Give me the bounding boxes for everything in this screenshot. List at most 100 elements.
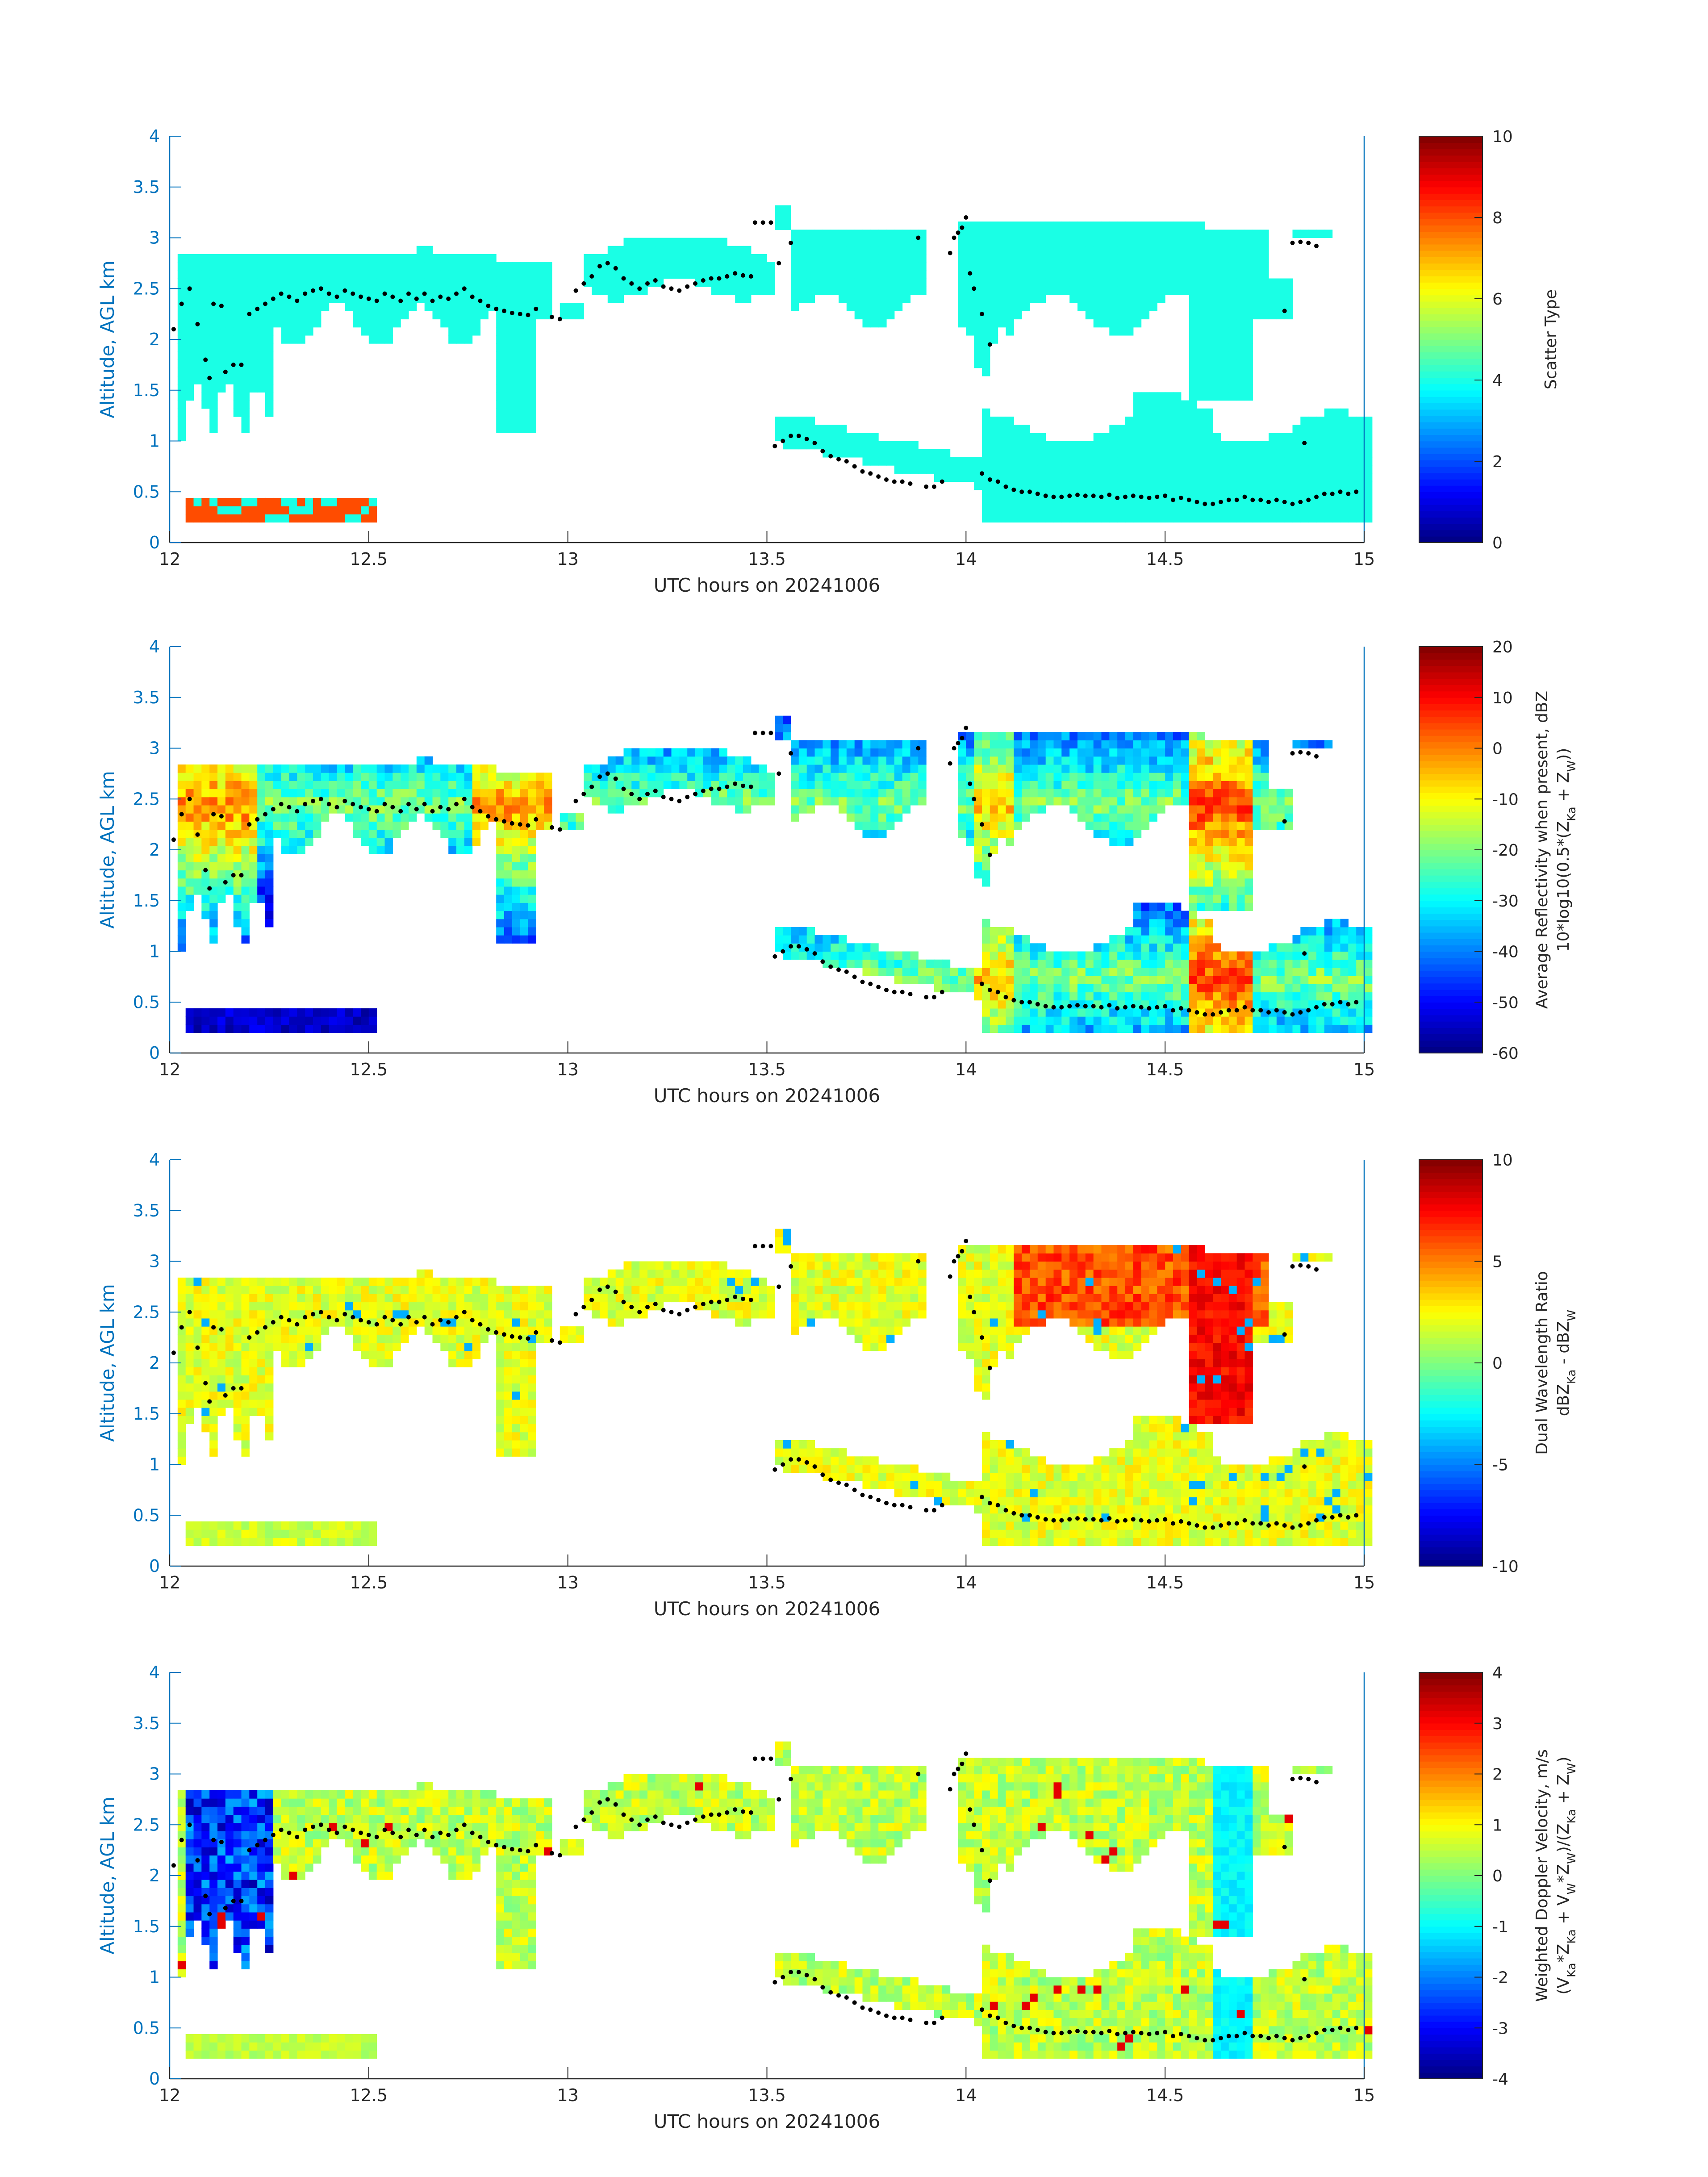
heatmap-cell (1356, 1008, 1365, 1017)
heatmap-cell (1077, 473, 1086, 482)
heatmap-cell (1181, 221, 1190, 230)
heatmap-cell (1284, 797, 1293, 806)
heatmap-cell (1165, 449, 1173, 458)
heatmap-cell (1197, 238, 1205, 247)
heatmap-cell (894, 254, 903, 263)
heatmap-cell (695, 238, 704, 247)
heatmap-cell (241, 845, 250, 854)
heatmap-cell (241, 303, 250, 311)
heatmap-cell (217, 837, 226, 846)
heatmap-cell (1141, 781, 1150, 790)
heatmap-cell (177, 433, 186, 442)
heatmap-cell (1269, 433, 1277, 442)
heatmap-cell (1101, 506, 1110, 514)
heatmap-cell (249, 254, 258, 263)
heatmap-cell (584, 789, 592, 798)
heatmap-cell (225, 303, 234, 311)
heatmap-cell (1157, 992, 1165, 1001)
heatmap-cell (1022, 789, 1030, 798)
heatmap-cell (1197, 829, 1205, 838)
heatmap-cell (1292, 984, 1301, 993)
heatmap-cell (1221, 748, 1229, 757)
heatmap-cell (1109, 943, 1118, 952)
heatmap-cell (1205, 376, 1213, 384)
heatmap-cell (1228, 748, 1237, 757)
cloud-base-point (318, 286, 323, 291)
heatmap-cell (1205, 862, 1213, 871)
heatmap-cell (209, 1024, 218, 1033)
heatmap-cell (1228, 481, 1237, 490)
heatmap-cell (846, 805, 855, 814)
y-tick-label: 4 (149, 126, 160, 146)
heatmap-cell (209, 400, 218, 409)
heatmap-cell (1157, 764, 1165, 773)
heatmap-cell (1213, 489, 1221, 498)
heatmap-cell (655, 764, 664, 773)
heatmap-cell (217, 886, 226, 895)
heatmap-cell (1061, 286, 1070, 295)
heatmap-cell (1165, 221, 1173, 230)
heatmap-cell (998, 1016, 1006, 1025)
heatmap-cell (1221, 481, 1229, 490)
heatmap-cell (1189, 967, 1198, 976)
heatmap-cell (1236, 903, 1245, 911)
heatmap-cell (695, 756, 704, 765)
heatmap-cell (1269, 449, 1277, 458)
heatmap-cell (695, 246, 704, 255)
heatmap-cell (862, 959, 871, 968)
heatmap-cell (1205, 903, 1213, 911)
cloud-base-point (972, 286, 977, 291)
heatmap-cell (1236, 870, 1245, 879)
cloud-base-point (868, 982, 873, 986)
heatmap-cell (1030, 976, 1038, 984)
heatmap-cell (1236, 230, 1245, 238)
heatmap-cell (1213, 870, 1221, 879)
cloud-base-point (589, 274, 594, 279)
heatmap-cell (1125, 441, 1134, 450)
heatmap-cell (1045, 732, 1054, 740)
heatmap-cell (1236, 951, 1245, 960)
heatmap-cell (1037, 732, 1046, 740)
y-tick-label: 3.5 (133, 177, 160, 197)
heatmap-cell (217, 384, 226, 393)
heatmap-cell (1030, 481, 1038, 490)
heatmap-cell (966, 238, 974, 247)
heatmap-cell (1133, 465, 1142, 474)
heatmap-cell (1284, 481, 1293, 490)
cloud-base-point (1147, 1006, 1152, 1011)
heatmap-cell (631, 262, 640, 271)
heatmap-cell (289, 506, 297, 514)
heatmap-cell (1213, 246, 1221, 255)
heatmap-cell (265, 327, 274, 336)
heatmap-cell (1037, 748, 1046, 757)
cloud-base-point (597, 774, 602, 779)
heatmap-cell (1316, 449, 1325, 458)
heatmap-cell (257, 837, 266, 846)
heatmap-cell (1181, 1024, 1190, 1033)
heatmap-cell (806, 238, 815, 247)
heatmap-cell (1157, 748, 1165, 757)
heatmap-cell (1085, 457, 1094, 466)
heatmap-cell (1181, 230, 1190, 238)
heatmap-cell (1261, 465, 1269, 474)
heatmap-cell (1006, 992, 1014, 1001)
heatmap-cell (615, 756, 624, 765)
heatmap-cell (1197, 935, 1205, 944)
heatmap-cell (241, 878, 250, 887)
heatmap-cell (225, 797, 234, 806)
heatmap-cell (1340, 465, 1349, 474)
heatmap-cell (894, 789, 903, 798)
heatmap-cell (910, 270, 919, 279)
heatmap-cell (1324, 1024, 1333, 1033)
heatmap-cell (894, 238, 903, 247)
heatmap-cell (1085, 246, 1094, 255)
heatmap-cell (1030, 748, 1038, 757)
heatmap-cell (464, 319, 473, 328)
heatmap-cell (1117, 748, 1126, 757)
heatmap-cell (974, 813, 982, 822)
heatmap-cell (1324, 927, 1333, 936)
heatmap-cell (1340, 433, 1349, 442)
heatmap-cell (217, 764, 226, 773)
cloud-base-point (852, 974, 857, 979)
heatmap-cell (1364, 433, 1373, 442)
